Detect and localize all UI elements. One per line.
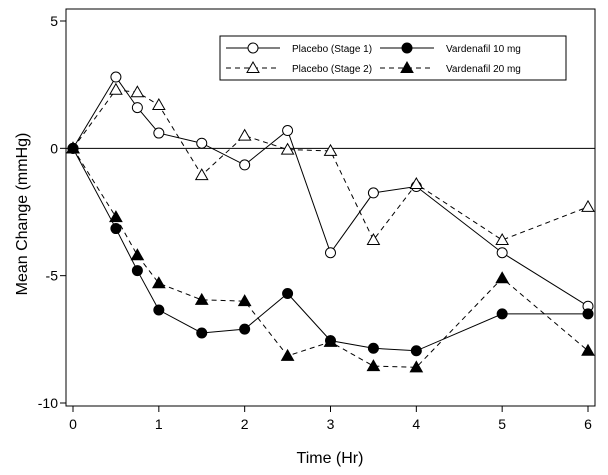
data-point: [130, 248, 145, 261]
data-point: [66, 141, 80, 154]
legend-item-2: Placebo (Stage 2): [226, 60, 372, 75]
data-point: [194, 168, 209, 181]
x-tick-label: 3: [327, 416, 335, 432]
data-point: [581, 343, 595, 356]
data-point: [581, 199, 595, 212]
data-point: [401, 42, 413, 54]
data-point: [131, 102, 143, 114]
legend-label: Placebo (Stage 2): [292, 64, 372, 75]
data-point: [247, 42, 259, 54]
series-1: [67, 71, 594, 312]
series-line: [72, 89, 589, 241]
data-point: [496, 247, 508, 259]
data-point: [496, 308, 508, 320]
data-point: [130, 85, 145, 98]
data-point: [237, 294, 252, 307]
data-point: [367, 342, 379, 354]
y-tick-label: -10: [38, 395, 58, 411]
series-line: [72, 76, 589, 307]
data-point: [582, 308, 594, 320]
legend-label: Placebo (Stage 1): [292, 44, 372, 55]
data-point: [196, 137, 208, 149]
data-point: [196, 327, 208, 339]
legend-label: Vardenafil 20 mg: [446, 64, 521, 75]
data-point: [280, 348, 295, 361]
data-point: [325, 247, 336, 259]
y-tick-label: -5: [46, 268, 59, 284]
data-point: [323, 143, 338, 156]
x-tick-label: 4: [412, 416, 420, 432]
data-point: [239, 323, 251, 335]
series-layer: [66, 71, 595, 373]
data-point: [153, 304, 165, 316]
data-point: [239, 159, 251, 171]
legend-item-1: Placebo (Stage 1): [226, 42, 372, 55]
series-line: [72, 148, 588, 352]
y-tick-label: 5: [50, 13, 58, 29]
data-point: [131, 265, 143, 277]
data-point: [400, 60, 414, 73]
series-2: [66, 82, 595, 246]
data-point: [109, 82, 123, 95]
data-point: [366, 359, 381, 372]
y-tick-label: 0: [50, 140, 58, 156]
data-point: [366, 233, 381, 246]
legend: Placebo (Stage 1) Placebo (Stage 2) Varden…: [219, 35, 567, 81]
data-point: [194, 292, 209, 305]
data-point: [282, 125, 294, 137]
x-tick-label: 6: [584, 416, 592, 432]
data-point: [323, 334, 338, 347]
y-axis-title: Mean Change (mmHg): [14, 133, 31, 296]
data-point: [246, 60, 260, 73]
data-point: [237, 128, 252, 141]
data-point: [109, 210, 123, 223]
x-tick-label: 2: [241, 416, 249, 432]
x-tick-label: 1: [155, 416, 163, 432]
data-point: [495, 233, 510, 246]
x-tick-label: 0: [69, 416, 77, 432]
data-point: [410, 345, 422, 357]
series-line: [72, 148, 589, 368]
legend-item-4: Vardenafil 20 mg: [380, 60, 521, 75]
data-point: [110, 223, 122, 235]
data-point: [282, 287, 294, 299]
data-point: [110, 71, 122, 83]
x-axis-title: Time (Hr): [297, 450, 364, 467]
series-4: [66, 141, 595, 373]
legend-item-3: Vardenafil 10 mg: [380, 42, 521, 55]
data-point: [409, 176, 424, 189]
data-point: [280, 142, 295, 155]
x-tick-label: 5: [498, 416, 506, 432]
legend-box: [219, 35, 567, 81]
legend-label: Vardenafil 10 mg: [446, 44, 521, 55]
data-point: [151, 276, 166, 289]
data-point: [409, 360, 424, 373]
axes: 0 1 2 3 4 5 6 5 0 -5 -10: [38, 8, 596, 432]
data-point: [495, 271, 510, 284]
data-point: [367, 187, 379, 199]
data-point: [153, 127, 165, 139]
data-point: [151, 98, 166, 111]
